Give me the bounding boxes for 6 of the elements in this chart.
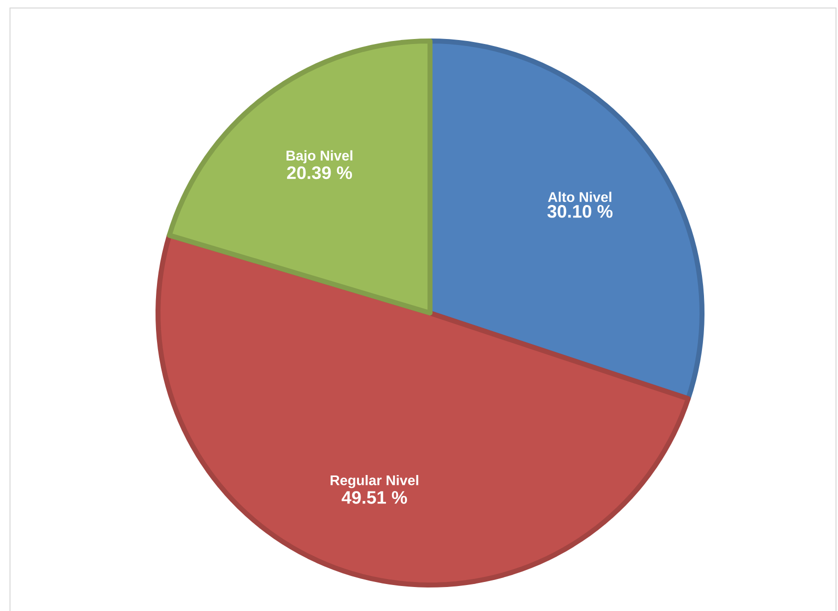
data-label: 49.51 %	[342, 491, 407, 504]
slice-label: Bajo Nivel	[286, 150, 352, 164]
data-label: 20.39 %	[287, 166, 352, 180]
slice-label: Alto Nivel	[548, 192, 612, 202]
slice-label: Regular Nivel	[330, 474, 418, 488]
data-label: 30.10 %	[547, 204, 613, 218]
